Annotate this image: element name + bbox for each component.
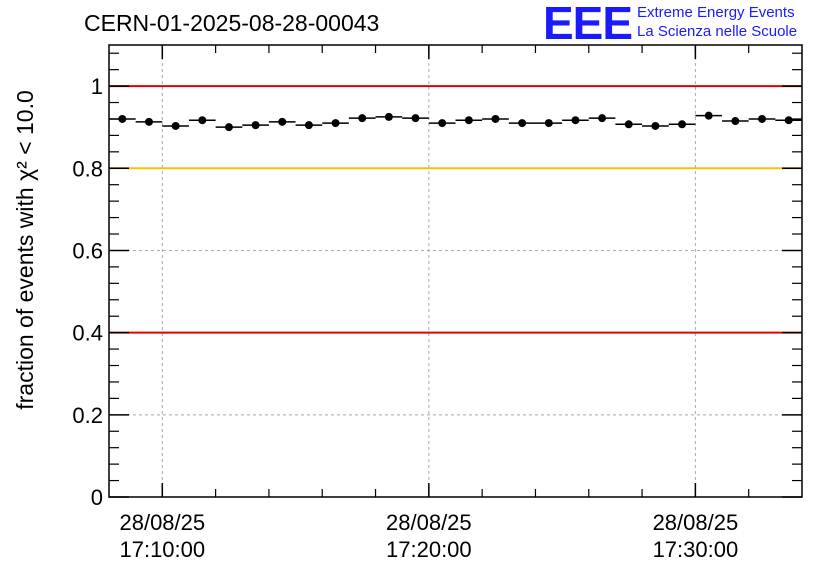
data-point	[518, 119, 527, 128]
grid-layer	[109, 45, 802, 497]
data-point	[651, 121, 660, 130]
x-tick-date-label: 28/08/25	[119, 510, 205, 535]
x-tick-date-label: 28/08/25	[386, 510, 472, 535]
logo-line-2: La Scienza nelle Scuole	[637, 23, 798, 40]
data-point	[704, 111, 713, 120]
reference-lines	[109, 85, 802, 334]
data-point	[731, 117, 740, 126]
data-point	[571, 116, 580, 125]
data-point	[784, 116, 793, 125]
data-point	[544, 119, 553, 128]
eee-logo-text: Extreme Energy Events La Scienza nelle S…	[637, 3, 797, 41]
data-point	[224, 123, 233, 132]
x-tick-time-label: 17:30:00	[653, 537, 739, 562]
x-tick-time-label: 17:20:00	[386, 537, 472, 562]
data-point	[304, 121, 313, 130]
logo-line-1: Extreme Energy Events	[637, 4, 795, 21]
y-tick-label: 0.6	[72, 238, 103, 263]
data-points	[109, 111, 802, 132]
data-point	[758, 114, 767, 123]
data-point	[438, 119, 447, 128]
y-axis-label: fraction of events with χ² < 10.0	[12, 90, 38, 410]
y-tick-label: 0	[91, 485, 103, 510]
x-tick-date-label: 28/08/25	[653, 510, 739, 535]
data-point	[251, 121, 260, 130]
data-point	[464, 116, 473, 125]
data-point	[678, 120, 687, 129]
eee-logo: EEE	[543, 0, 633, 49]
x-tick-time-label: 17:10:00	[119, 537, 205, 562]
y-tick-label: 1	[91, 74, 103, 99]
data-point	[171, 121, 180, 130]
data-point	[118, 114, 127, 123]
plot-frame	[108, 44, 803, 498]
y-tick-label: 0.4	[72, 321, 103, 346]
y-tick-label: 0.8	[72, 156, 103, 181]
data-point	[411, 114, 420, 123]
data-point	[278, 117, 287, 126]
y-tick-label: 0.2	[72, 403, 103, 428]
data-point	[358, 114, 367, 123]
data-point	[491, 114, 500, 123]
chart-title: CERN-01-2025-08-28-00043	[84, 10, 380, 36]
data-point	[384, 112, 393, 121]
data-point	[624, 120, 633, 129]
data-point	[598, 114, 607, 123]
tick-layer	[109, 45, 802, 498]
tick-labels: 00.20.40.60.8128/08/2517:10:0028/08/2517…	[72, 74, 738, 562]
data-point	[331, 119, 340, 128]
data-point	[198, 116, 207, 125]
data-point	[144, 117, 153, 126]
